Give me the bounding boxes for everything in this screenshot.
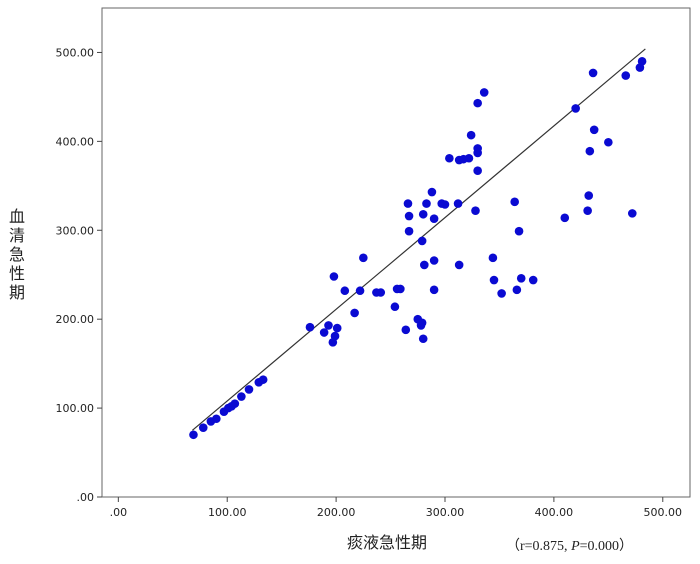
data-point (429, 285, 439, 295)
data-point (466, 130, 476, 140)
data-point (588, 68, 598, 78)
data-point (585, 146, 595, 156)
data-point (584, 191, 594, 200)
y-tick-label: .00 (77, 491, 95, 504)
data-point (514, 226, 524, 236)
data-point (418, 334, 428, 344)
data-point (420, 260, 429, 270)
x-axis-title: 痰液急性期 (347, 533, 427, 552)
x-tick-label: 500.00 (644, 506, 683, 519)
data-point (516, 273, 526, 283)
data-point (471, 206, 480, 216)
y-tick-label: 500.00 (56, 46, 95, 59)
data-point (528, 275, 538, 285)
data-point (305, 322, 315, 332)
x-tick-label: 200.00 (317, 506, 356, 519)
data-point (429, 256, 439, 265)
data-point (355, 286, 365, 296)
data-point (359, 253, 368, 263)
data-point (440, 200, 450, 209)
data-point (473, 98, 482, 108)
data-point (473, 166, 482, 176)
data-point (560, 213, 570, 223)
data-point (401, 325, 411, 335)
x-tick-label: 400.00 (535, 506, 574, 519)
y-tick-label: 400.00 (56, 135, 95, 148)
data-point (332, 323, 342, 333)
data-point (350, 308, 359, 318)
data-point (404, 226, 414, 236)
data-point (404, 211, 414, 221)
data-point (510, 197, 519, 207)
data-point (512, 285, 522, 295)
data-point (637, 57, 647, 66)
data-point (189, 430, 198, 440)
data-point (396, 284, 405, 294)
x-tick-label: 300.00 (426, 506, 465, 519)
data-point (324, 321, 333, 330)
data-point (212, 414, 221, 424)
y-tick-label: 200.00 (56, 313, 95, 326)
data-point (244, 385, 254, 394)
data-point (417, 236, 427, 246)
data-point (422, 199, 431, 208)
data-point (571, 104, 580, 113)
correlation-stats: （r=0.875, P=0.000） (506, 538, 633, 554)
data-point (319, 328, 329, 337)
data-points (189, 57, 647, 440)
data-point (621, 71, 631, 80)
data-point (417, 318, 427, 328)
data-point (237, 392, 246, 401)
data-point (390, 302, 400, 312)
data-point (488, 253, 498, 263)
y-tick-label: 100.00 (56, 402, 95, 415)
data-point (258, 375, 268, 384)
data-point (429, 214, 439, 224)
data-point (340, 286, 350, 296)
data-point (604, 137, 613, 147)
data-point (230, 399, 240, 408)
data-point (198, 423, 208, 432)
data-point (489, 275, 499, 285)
data-point (453, 199, 463, 208)
data-point (445, 153, 454, 163)
data-point (329, 272, 339, 281)
x-tick-label: .00 (110, 506, 128, 519)
data-point (376, 288, 386, 297)
y-axis: .00 100.00 200.00 300.00 400.00 500.00 (56, 46, 102, 504)
x-axis: .00 100.00 200.00 300.00 400.00 500.00 (110, 497, 682, 519)
data-point (427, 187, 437, 197)
data-point (479, 88, 489, 97)
data-point (583, 206, 592, 216)
plot-area (101, 7, 691, 498)
data-point (330, 331, 340, 341)
data-point (464, 153, 474, 163)
y-tick-label: 300.00 (56, 224, 95, 237)
data-point (418, 209, 428, 219)
data-point (473, 144, 482, 153)
data-point (627, 209, 637, 218)
data-point (589, 125, 599, 135)
data-point (497, 289, 506, 298)
data-point (454, 260, 464, 270)
data-point (403, 199, 413, 208)
x-tick-label: 100.00 (208, 506, 247, 519)
y-axis-title: 血清急性期 (9, 207, 25, 302)
